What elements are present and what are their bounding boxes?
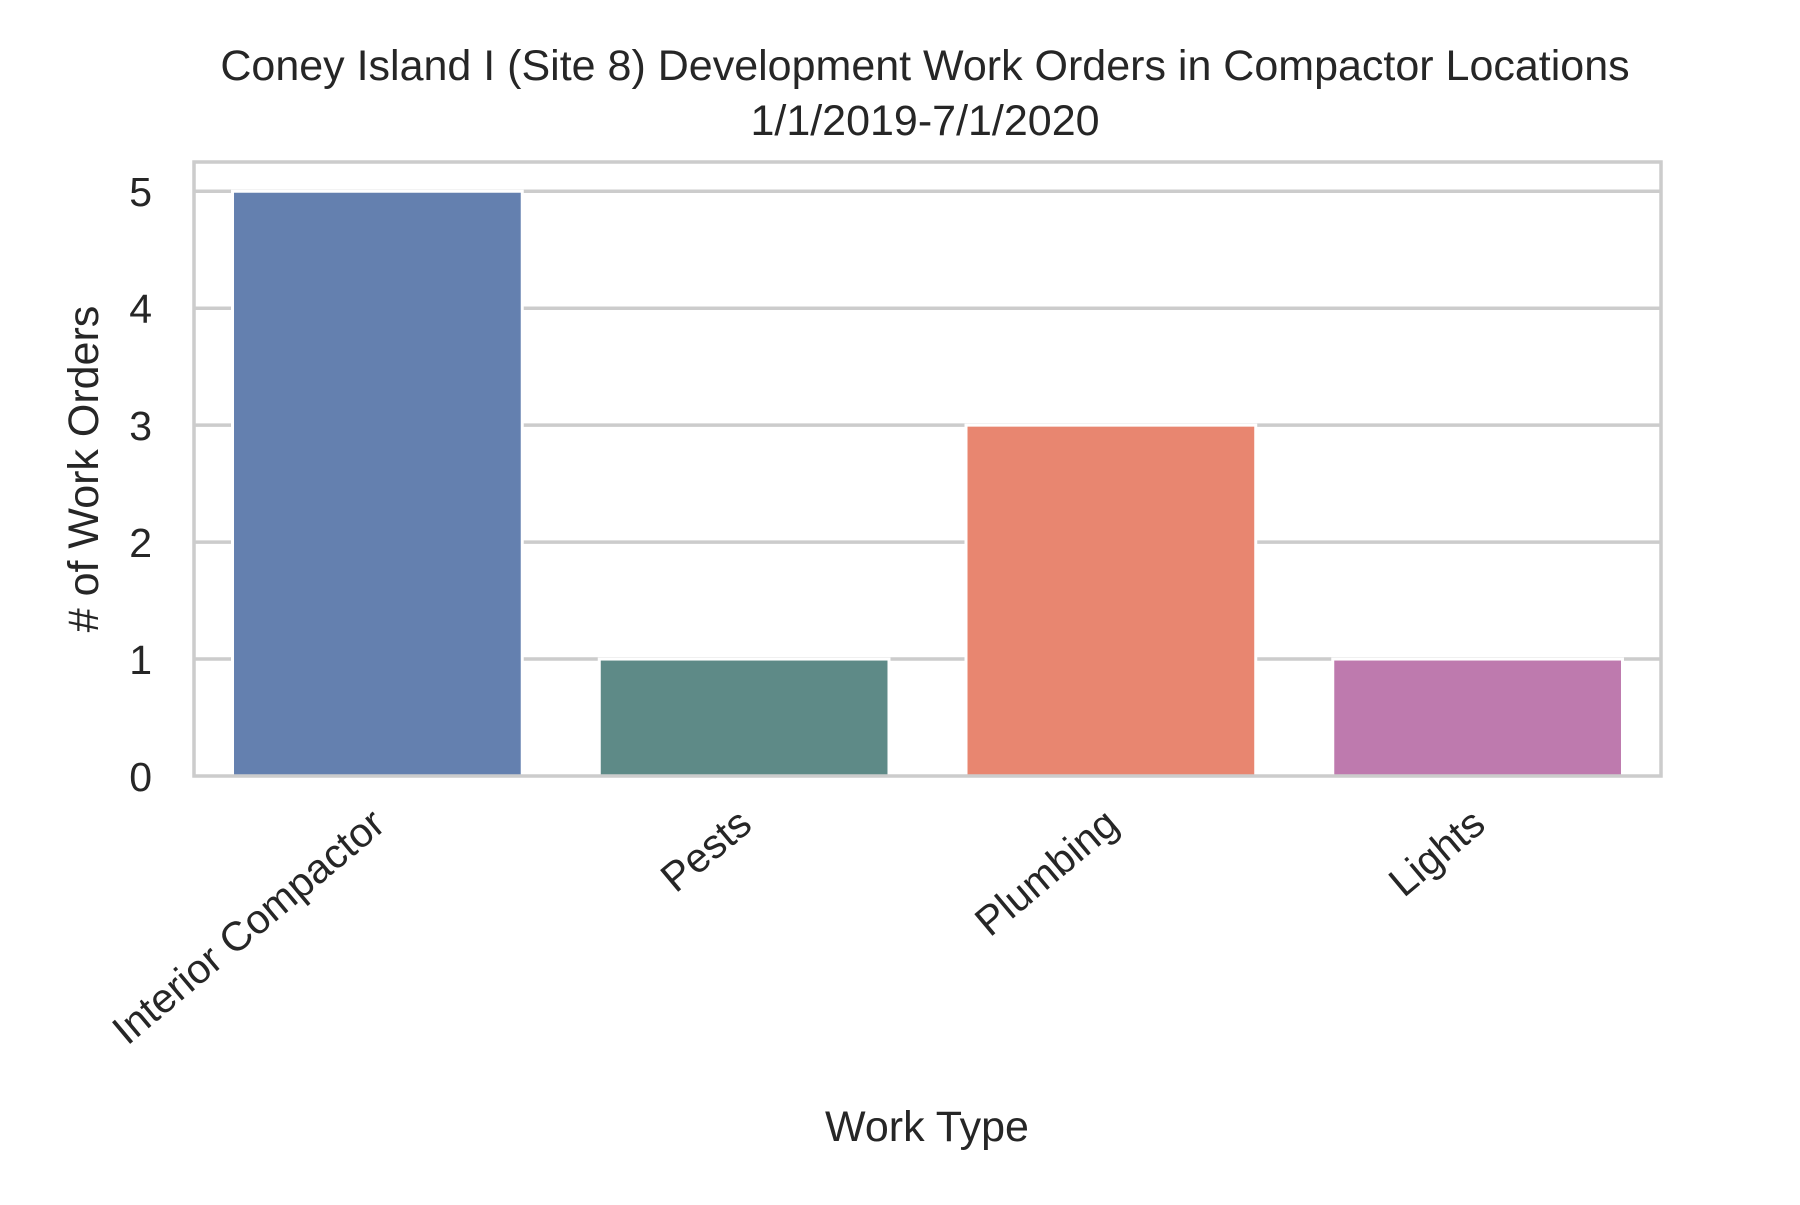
y-tick-label: 4 [129, 286, 152, 332]
bar-plumbing [964, 423, 1258, 778]
chart-subtitle: 1/1/2019-7/1/2020 [750, 97, 1099, 145]
y-tick-labels: 0 1 2 3 4 5 [129, 169, 152, 800]
y-tick-label: 2 [129, 520, 152, 566]
y-tick-label: 5 [129, 169, 152, 215]
y-tick-label: 1 [129, 637, 152, 683]
bar-interior-compactor [231, 189, 524, 778]
bars [231, 189, 1624, 778]
y-tick-label: 0 [129, 754, 152, 800]
chart-title: Coney Island I (Site 8) Development Work… [220, 42, 1629, 90]
plot-frame [192, 160, 1663, 778]
x-axis-label: Work Type [825, 1103, 1029, 1151]
y-axis-label: # of Work Orders [60, 306, 108, 633]
bar-pests [597, 657, 891, 778]
y-tick-label: 3 [129, 403, 152, 449]
bar-lights [1331, 657, 1624, 778]
